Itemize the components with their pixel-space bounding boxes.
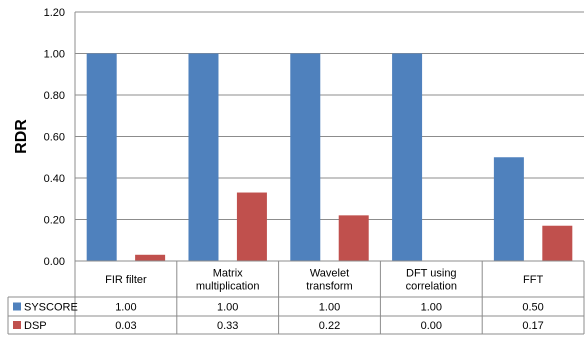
category-label: correlation — [406, 281, 457, 293]
y-tick-label: 0.80 — [44, 90, 65, 102]
y-tick-label: 0.20 — [44, 215, 65, 227]
y-tick-label: 1.20 — [44, 7, 65, 19]
bars — [86, 53, 573, 261]
category-label: DFT using — [406, 268, 457, 280]
category-label: Matrix — [213, 268, 243, 280]
bar-dsp-2 — [338, 215, 369, 261]
y-tick-label: 0.00 — [44, 256, 65, 268]
table-cell-value: 0.03 — [115, 320, 136, 332]
table-cell-value: 0.00 — [421, 320, 442, 332]
y-tick-label: 0.60 — [44, 132, 65, 144]
bar-dsp-4 — [542, 225, 573, 261]
table-cell-value: 1.00 — [421, 302, 442, 314]
bar-syscore-1 — [188, 53, 219, 261]
bar-syscore-3 — [392, 53, 423, 261]
legend-key-dsp — [13, 321, 21, 329]
table-cell-value: 1.00 — [217, 302, 238, 314]
gridlines — [74, 11, 584, 262]
y-axis-ticks: 0.00 0.20 0.40 0.60 0.80 1.00 1.20 — [44, 7, 65, 268]
category-label: multiplication — [196, 281, 260, 293]
table-cell-value: 0.50 — [522, 302, 543, 314]
bar-syscore-4 — [493, 157, 524, 261]
y-tick-label: 0.40 — [44, 173, 65, 185]
bar-dsp-1 — [236, 192, 267, 261]
table-cell-value: 1.00 — [319, 302, 340, 314]
category-label: FFT — [523, 274, 543, 286]
legend-label-dsp: DSP — [24, 320, 47, 332]
bar-syscore-2 — [290, 53, 321, 261]
table-cell-value: 0.22 — [319, 320, 340, 332]
legend-key-syscore — [13, 302, 21, 311]
legend-label-syscore: SYSCORE — [24, 302, 78, 314]
table-cell-value: 0.17 — [522, 320, 543, 332]
table-cell-value: 0.33 — [217, 320, 238, 332]
category-label: Wavelet — [310, 268, 349, 280]
bar-dsp-0 — [135, 254, 166, 261]
table-cell-value: 1.00 — [115, 302, 136, 314]
category-label: FIR filter — [105, 274, 147, 286]
y-tick-label: 1.00 — [44, 49, 65, 61]
bar-syscore-0 — [86, 53, 117, 261]
y-axis-label: RDR — [13, 119, 30, 154]
category-label: transform — [306, 281, 352, 293]
